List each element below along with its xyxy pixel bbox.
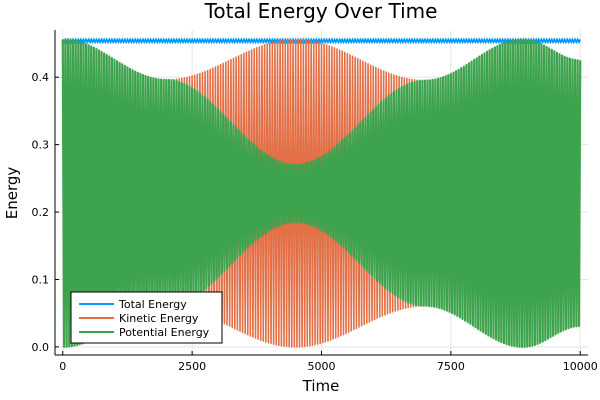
legend-label-kinetic: Kinetic Energy: [119, 312, 199, 325]
y-tick-label: 0.2: [32, 206, 50, 219]
x-tick-label: 10000: [563, 360, 598, 373]
series-potential-energy-line: [61, 38, 582, 348]
y-tick-label: 0.1: [32, 273, 50, 286]
legend-label-total: Total Energy: [118, 298, 187, 311]
series-total-energy-line: [61, 37, 582, 45]
y-tick-label: 0.0: [32, 341, 50, 354]
legend: Total Energy Kinetic Energy Potential En…: [70, 291, 223, 344]
y-axis-label: Energy: [3, 167, 21, 220]
x-tick-label: 0: [59, 360, 66, 373]
y-tick-label: 0.3: [32, 139, 50, 152]
series-area: [61, 37, 582, 348]
x-tick-label: 7500: [437, 360, 465, 373]
axis-ticks: 0 2500 5000 7500 10000 0.0 0.1 0.2 0.3 0.4: [32, 71, 598, 373]
x-tick-label: 2500: [178, 360, 206, 373]
x-axis-label: Time: [302, 377, 340, 395]
x-tick-label: 5000: [308, 360, 336, 373]
chart-title: Total Energy Over Time: [204, 0, 438, 23]
legend-label-potential: Potential Energy: [119, 326, 210, 339]
y-tick-label: 0.4: [32, 71, 50, 84]
